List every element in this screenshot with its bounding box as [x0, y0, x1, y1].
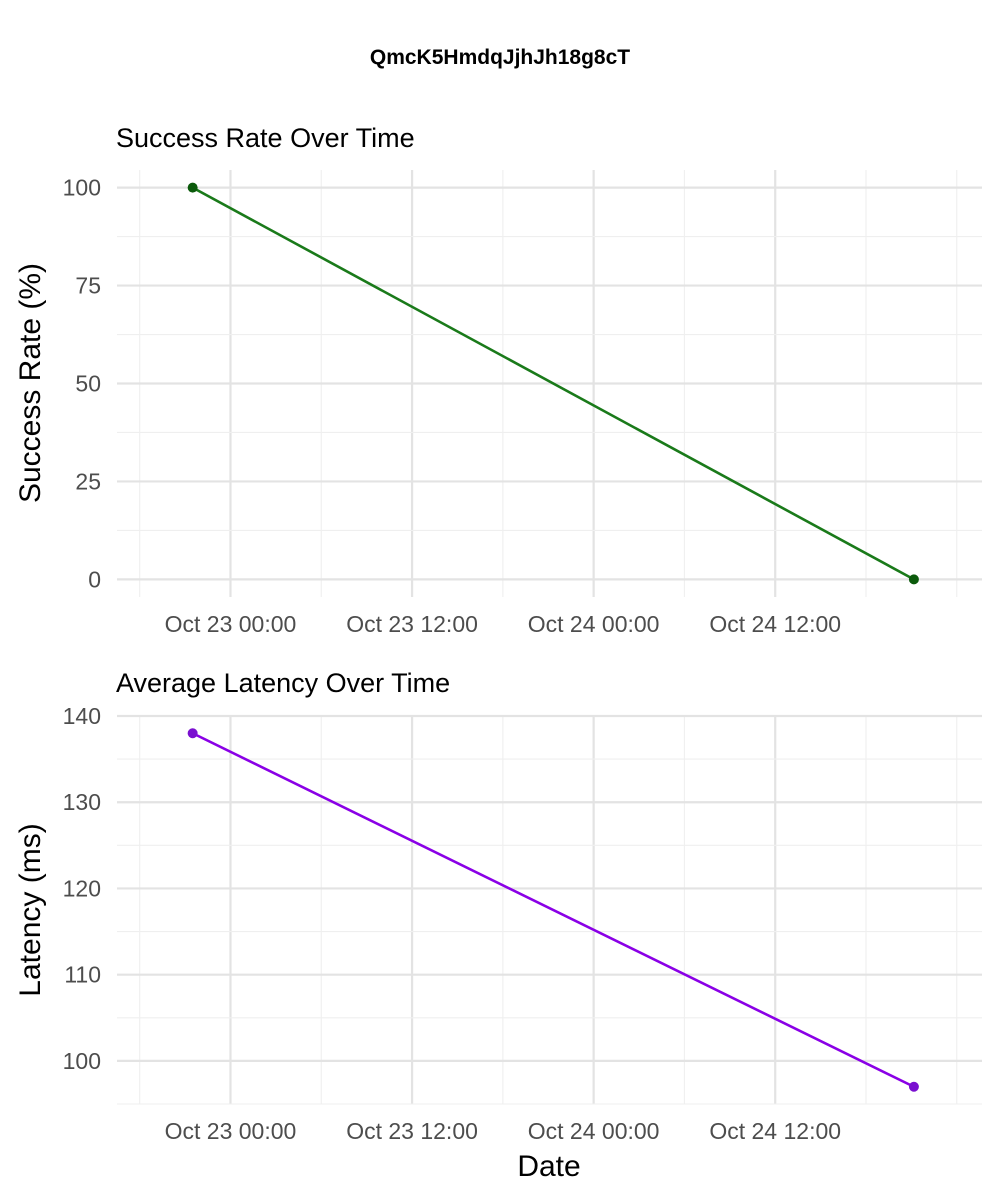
success-rate-x-tick-label: Oct 23 00:00 — [165, 611, 297, 637]
success-rate-y-tick-label: 75 — [75, 273, 101, 299]
latency-y-axis-label: Latency (ms) — [14, 823, 47, 996]
success-rate-series-line — [192, 186, 915, 581]
success-rate-y-tick-label: 0 — [88, 566, 101, 592]
latency-panel: Average Latency Over Time Latency (ms) 1… — [14, 668, 982, 1183]
latency-x-axis-label: Date — [517, 1150, 580, 1183]
latency-x-tick-label: Oct 24 00:00 — [528, 1118, 660, 1144]
latency-y-tick-label: 140 — [63, 703, 101, 729]
success-rate-y-tick-label: 100 — [63, 175, 101, 201]
figure-title: QmcK5HmdqJjhJh18g8cT — [370, 46, 630, 69]
latency-x-tick-label: Oct 23 12:00 — [346, 1118, 478, 1144]
latency-x-ticks: Oct 23 00:00 Oct 23 12:00 Oct 24 00:00 Oct … — [165, 1118, 841, 1144]
success-rate-x-tick-label: Oct 24 12:00 — [709, 611, 841, 637]
success-rate-x-tick-label: Oct 24 00:00 — [528, 611, 660, 637]
latency-y-ticks: 100 110 120 130 140 — [63, 703, 101, 1074]
success-rate-x-ticks: Oct 23 00:00 Oct 23 12:00 Oct 24 00:00 Oct … — [165, 611, 841, 637]
latency-series-line — [192, 732, 915, 1088]
success-rate-y-axis-label: Success Rate (%) — [14, 263, 47, 503]
latency-data-point — [908, 1081, 919, 1092]
latency-series — [187, 728, 919, 1092]
latency-y-tick-label: 100 — [63, 1048, 101, 1074]
latency-x-tick-label: Oct 24 12:00 — [709, 1118, 841, 1144]
success-rate-panel: Success Rate Over Time Success Rate (%) … — [14, 123, 982, 637]
success-rate-title: Success Rate Over Time — [116, 123, 415, 153]
latency-data-point — [187, 728, 198, 739]
success-rate-x-tick-label: Oct 23 12:00 — [346, 611, 478, 637]
latency-title: Average Latency Over Time — [116, 668, 450, 698]
success-rate-series — [187, 182, 919, 585]
success-rate-y-tick-label: 25 — [75, 468, 101, 494]
success-rate-data-point — [908, 574, 919, 585]
success-rate-grid — [117, 170, 982, 597]
success-rate-y-ticks: 0 25 50 75 100 — [63, 175, 101, 593]
latency-y-tick-label: 120 — [63, 875, 101, 901]
success-rate-data-point — [187, 182, 198, 193]
latency-y-tick-label: 130 — [63, 789, 101, 815]
latency-grid — [117, 714, 982, 1105]
success-rate-y-tick-label: 50 — [75, 371, 101, 397]
latency-y-tick-label: 110 — [64, 962, 101, 988]
latency-x-tick-label: Oct 23 00:00 — [165, 1118, 297, 1144]
